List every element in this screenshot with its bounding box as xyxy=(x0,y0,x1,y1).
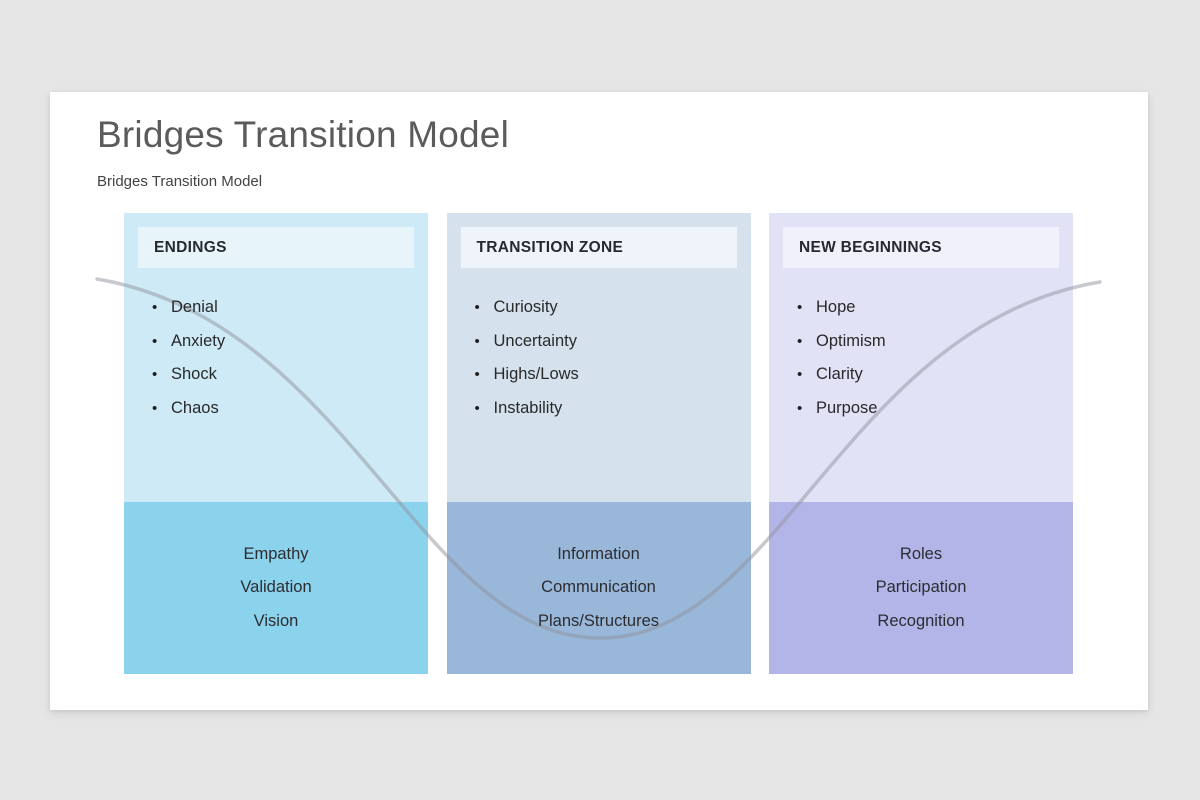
footer-line: Participation xyxy=(875,578,967,597)
column-transition-zone-footer: Information Communication Plans/Structur… xyxy=(446,502,751,674)
list-item-label: Shock xyxy=(171,365,217,384)
footer-lines: Empathy Validation Vision xyxy=(124,538,428,639)
column-endings-list: • Denial • Anxiety • Shock • Chaos xyxy=(124,291,428,425)
footer-lines: Roles Participation Recognition xyxy=(769,538,1073,639)
bullet-icon: • xyxy=(474,299,480,317)
column-endings-header: ENDINGS xyxy=(138,227,414,268)
list-item-label: Chaos xyxy=(171,398,219,417)
footer-line: Plans/Structures xyxy=(537,611,660,630)
column-endings: ENDINGS • Denial • Anxiety • Shock xyxy=(124,213,428,674)
list-item-label: Optimism xyxy=(816,331,886,350)
bullet-icon: • xyxy=(797,332,803,350)
column-endings-body: ENDINGS • Denial • Anxiety • Shock xyxy=(124,213,428,502)
column-header-label: ENDINGS xyxy=(154,238,227,256)
column-new-beginnings-list: • Hope • Optimism • Clarity • Purpose xyxy=(769,291,1073,425)
footer-line: Recognition xyxy=(877,611,965,630)
footer-line: Roles xyxy=(899,544,943,563)
list-item-label: Uncertainty xyxy=(493,331,577,350)
list-item-label: Purpose xyxy=(816,398,878,417)
list-item-label: Anxiety xyxy=(171,331,226,350)
column-transition-zone: TRANSITION ZONE • Curiosity • Uncertaint… xyxy=(446,213,751,674)
bullet-icon: • xyxy=(152,299,158,317)
footer-line: Validation xyxy=(240,578,312,597)
bullet-icon: • xyxy=(797,299,803,317)
list-item: • Denial xyxy=(152,291,428,325)
list-item: • Shock xyxy=(152,358,428,392)
bullet-icon: • xyxy=(797,399,803,417)
slide-card: Bridges Transition Model Bridges Transit… xyxy=(50,92,1148,710)
column-header-label: TRANSITION ZONE xyxy=(476,238,624,256)
column-transition-zone-header: TRANSITION ZONE xyxy=(460,227,737,268)
column-transition-zone-list: • Curiosity • Uncertainty • Highs/Lows •… xyxy=(447,291,751,425)
column-endings-footer: Empathy Validation Vision xyxy=(124,502,428,674)
list-item-label: Highs/Lows xyxy=(493,365,579,384)
stage-columns: ENDINGS • Denial • Anxiety • Shock xyxy=(124,213,1073,674)
bullet-icon: • xyxy=(474,366,480,384)
list-item: • Curiosity xyxy=(475,291,751,325)
list-item: • Highs/Lows xyxy=(475,358,751,392)
list-item: • Optimism xyxy=(797,325,1073,359)
column-new-beginnings-footer: Roles Participation Recognition xyxy=(769,502,1073,674)
list-item-label: Instability xyxy=(493,398,563,417)
page-subtitle: Bridges Transition Model xyxy=(97,173,263,190)
page-title: Bridges Transition Model xyxy=(97,114,509,155)
list-item-label: Hope xyxy=(816,298,856,317)
list-item-label: Curiosity xyxy=(493,298,558,317)
footer-lines: Information Communication Plans/Structur… xyxy=(447,538,751,639)
list-item: • Purpose xyxy=(797,392,1073,426)
list-item: • Clarity xyxy=(797,358,1073,392)
list-item: • Anxiety xyxy=(152,325,428,359)
footer-line: Communication xyxy=(541,578,656,597)
list-item-label: Clarity xyxy=(816,365,863,384)
column-new-beginnings-body: NEW BEGINNINGS • Hope • Optimism • Clari… xyxy=(769,213,1073,502)
footer-line: Information xyxy=(557,544,640,563)
bullet-icon: • xyxy=(474,332,480,350)
list-item: • Hope xyxy=(797,291,1073,325)
column-new-beginnings: NEW BEGINNINGS • Hope • Optimism • Clari… xyxy=(769,213,1073,674)
bullet-icon: • xyxy=(797,366,803,384)
list-item: • Uncertainty xyxy=(475,325,751,359)
list-item: • Instability xyxy=(475,392,751,426)
column-header-label: NEW BEGINNINGS xyxy=(799,238,942,256)
column-transition-zone-body: TRANSITION ZONE • Curiosity • Uncertaint… xyxy=(446,213,751,502)
list-item: • Chaos xyxy=(152,392,428,426)
column-new-beginnings-header: NEW BEGINNINGS xyxy=(783,227,1059,268)
bullet-icon: • xyxy=(152,366,158,384)
bullet-icon: • xyxy=(152,399,158,417)
list-item-label: Denial xyxy=(171,298,218,317)
bullet-icon: • xyxy=(474,399,480,417)
bullet-icon: • xyxy=(152,332,158,350)
footer-line: Empathy xyxy=(243,544,309,563)
footer-line: Vision xyxy=(253,611,299,630)
